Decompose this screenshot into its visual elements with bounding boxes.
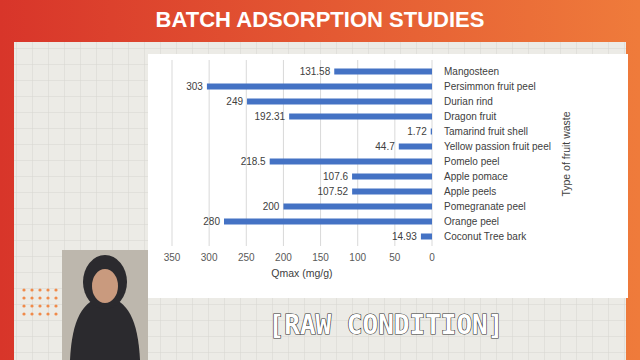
- category-label: Dragon fruit: [444, 111, 496, 122]
- tick-label: 300: [201, 252, 218, 263]
- decor-dot: [38, 296, 41, 299]
- data-label: 200: [263, 201, 280, 212]
- data-label: 131.58: [300, 66, 331, 77]
- tick-label: 150: [312, 252, 329, 263]
- decor-dot: [54, 296, 57, 299]
- category-label: Pomelo peel: [444, 156, 500, 167]
- tick-label: 250: [238, 252, 255, 263]
- decor-dot: [46, 312, 49, 315]
- decor-dot: [22, 304, 25, 307]
- decor-dot: [30, 288, 33, 291]
- decor-dot: [54, 288, 57, 291]
- decor-dot: [54, 312, 57, 315]
- bar: [207, 84, 432, 90]
- grid-line: [172, 60, 173, 246]
- decor-dot: [30, 296, 33, 299]
- bar: [431, 129, 432, 135]
- data-label: 1.72: [407, 126, 427, 137]
- slide-caption: [RAW CONDITION]: [269, 310, 504, 340]
- bar: [352, 174, 432, 180]
- data-label: 249: [226, 96, 243, 107]
- grid: [172, 60, 432, 246]
- category-label: Orange peel: [444, 216, 499, 227]
- decor-dot: [46, 296, 49, 299]
- presenter-bg: [62, 250, 148, 360]
- decor-dot: [22, 312, 25, 315]
- decor-dot: [54, 304, 57, 307]
- data-label: 107.52: [318, 186, 349, 197]
- tick-label: 200: [275, 252, 292, 263]
- bar: [352, 189, 432, 195]
- bar: [289, 114, 432, 120]
- presenter-face: [92, 269, 118, 303]
- category-label: Tamarind fruit shell: [444, 126, 528, 137]
- data-label: 280: [203, 216, 220, 227]
- bar: [421, 234, 432, 240]
- category-label: Durian rind: [444, 96, 493, 107]
- category-label: Mangosteen: [444, 66, 499, 77]
- data-label: 218.5: [241, 156, 266, 167]
- data-label: 303: [186, 81, 203, 92]
- slide: BATCH ADSORPTION STUDIES 0 50 100 150 200 250 3…: [0, 0, 640, 360]
- decor-dot: [46, 288, 49, 291]
- category-label: Persimmon fruit peel: [444, 81, 536, 92]
- category-label: Pomegranate peel: [444, 201, 526, 212]
- bar: [270, 159, 432, 165]
- tick-label: 50: [389, 252, 401, 263]
- decor-dot: [30, 304, 33, 307]
- bars: [207, 69, 432, 240]
- background: [0, 0, 640, 360]
- presenter: [62, 250, 148, 360]
- bar: [399, 144, 432, 150]
- tick-label: 100: [349, 252, 366, 263]
- bar: [224, 219, 432, 225]
- y-axis-label: Type of fruit waste: [560, 111, 572, 196]
- category-label: Apple pomace: [444, 171, 508, 182]
- decor-dot: [38, 304, 41, 307]
- bar: [283, 204, 432, 210]
- bar: [247, 99, 432, 105]
- data-label: 14.93: [392, 231, 417, 242]
- category-label: Apple peels: [444, 186, 496, 197]
- decor-dot: [22, 288, 25, 291]
- tick-label: 350: [164, 252, 181, 263]
- category-label: Yellow passion fruit peel: [444, 141, 551, 152]
- category-label: Coconut Tree bark: [444, 231, 527, 242]
- presenter-hijab: [83, 255, 127, 309]
- decor-dot: [38, 312, 41, 315]
- data-label: 44.7: [375, 141, 395, 152]
- data-label: 192.31: [255, 111, 286, 122]
- decor-dot: [46, 304, 49, 307]
- decor-dot: [38, 288, 41, 291]
- chart-panel: [148, 54, 628, 298]
- decor-dot: [30, 312, 33, 315]
- tick-label: 0: [429, 252, 435, 263]
- bar: [334, 69, 432, 75]
- decor-dot: [22, 296, 25, 299]
- slide-title: BATCH ADSORPTION STUDIES: [156, 7, 485, 32]
- x-axis-label: Qmax (mg/g): [271, 267, 332, 279]
- data-label: 107.6: [323, 171, 348, 182]
